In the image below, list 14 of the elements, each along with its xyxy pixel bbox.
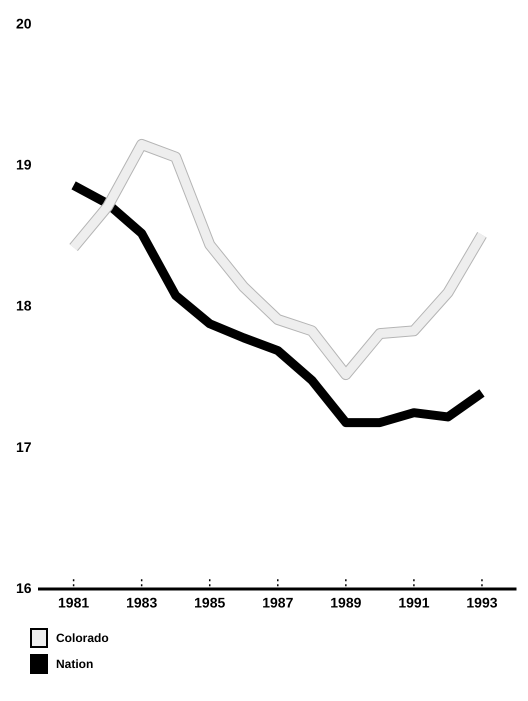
x-tick-label: 1989 bbox=[330, 594, 362, 610]
x-tick-label: 1985 bbox=[194, 594, 226, 610]
x-tick-label: 1993 bbox=[466, 594, 498, 610]
y-tick-label: 16 bbox=[16, 580, 32, 596]
x-tick-label: 1991 bbox=[398, 594, 430, 610]
legend-label: Colorado bbox=[56, 631, 109, 645]
legend-label: Nation bbox=[56, 657, 94, 671]
y-tick-label: 18 bbox=[16, 298, 32, 314]
x-tick-label: 1987 bbox=[262, 594, 294, 610]
y-tick-label: 17 bbox=[16, 438, 32, 455]
x-tick-label: 1981 bbox=[58, 594, 90, 610]
y-tick-label: 20 bbox=[16, 15, 32, 32]
x-tick-label: 1983 bbox=[126, 594, 158, 610]
y-tick-label: 19 bbox=[16, 156, 32, 172]
